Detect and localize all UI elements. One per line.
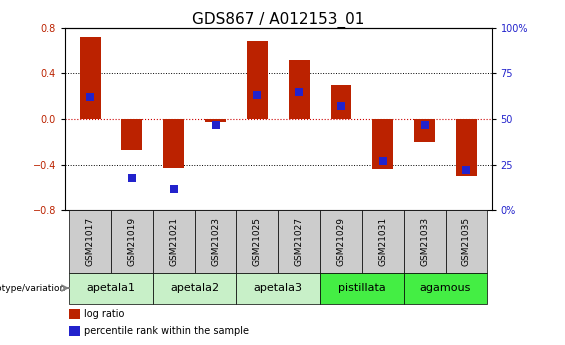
- Text: log ratio: log ratio: [84, 309, 124, 319]
- Text: GSM21029: GSM21029: [337, 217, 345, 266]
- Text: genotype/variation: genotype/variation: [0, 284, 66, 293]
- Bar: [69, 210, 111, 273]
- Text: GSM21019: GSM21019: [127, 217, 136, 266]
- Point: [85, 94, 94, 100]
- Bar: [163, 119, 184, 168]
- Point: [169, 186, 178, 191]
- Bar: [456, 119, 477, 176]
- Bar: [194, 210, 236, 273]
- Point: [462, 167, 471, 173]
- Text: agamous: agamous: [420, 283, 471, 293]
- Bar: [247, 41, 268, 119]
- Bar: [279, 210, 320, 273]
- Bar: [446, 210, 488, 273]
- Bar: [69, 326, 80, 336]
- Point: [253, 92, 262, 98]
- Text: apetala2: apetala2: [170, 283, 219, 293]
- Bar: [320, 210, 362, 273]
- Bar: [111, 210, 153, 273]
- Point: [127, 175, 136, 180]
- Text: GSM21027: GSM21027: [295, 217, 303, 266]
- Bar: [414, 119, 435, 142]
- Point: [337, 104, 346, 109]
- Bar: [362, 210, 404, 273]
- Bar: [69, 273, 153, 304]
- Text: apetala1: apetala1: [86, 283, 136, 293]
- Text: percentile rank within the sample: percentile rank within the sample: [84, 326, 249, 336]
- Bar: [404, 210, 446, 273]
- Text: GSM21021: GSM21021: [169, 217, 178, 266]
- Text: GSM21035: GSM21035: [462, 217, 471, 266]
- Bar: [205, 119, 226, 122]
- Text: GSM21031: GSM21031: [379, 217, 388, 266]
- Point: [295, 89, 304, 94]
- Text: GSM21033: GSM21033: [420, 217, 429, 266]
- Bar: [236, 210, 279, 273]
- Bar: [121, 119, 142, 150]
- Bar: [69, 309, 80, 319]
- Bar: [236, 273, 320, 304]
- Bar: [331, 85, 351, 119]
- Point: [379, 158, 388, 164]
- Bar: [404, 273, 488, 304]
- Text: GSM21025: GSM21025: [253, 217, 262, 266]
- Point: [420, 122, 429, 127]
- Bar: [80, 37, 101, 119]
- Text: GSM21017: GSM21017: [85, 217, 94, 266]
- Bar: [320, 273, 404, 304]
- Bar: [153, 273, 236, 304]
- Text: GSM21023: GSM21023: [211, 217, 220, 266]
- Bar: [289, 60, 310, 119]
- Text: apetala3: apetala3: [254, 283, 303, 293]
- Bar: [153, 210, 194, 273]
- Text: pistillata: pistillata: [338, 283, 386, 293]
- Bar: [372, 119, 393, 169]
- Point: [211, 122, 220, 127]
- Title: GDS867 / A012153_01: GDS867 / A012153_01: [192, 11, 364, 28]
